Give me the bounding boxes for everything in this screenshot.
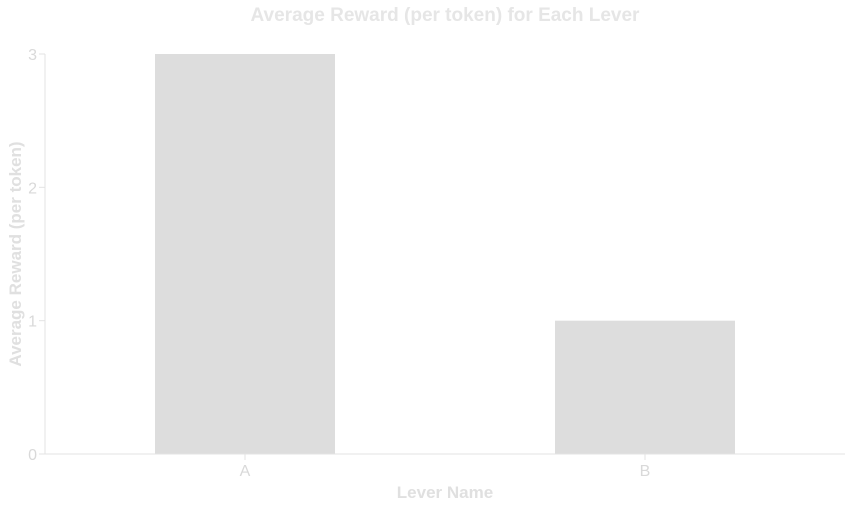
x-tick-label-b: B: [640, 463, 651, 480]
y-axis-label: Average Reward (per token): [6, 141, 25, 366]
chart-title: Average Reward (per token) for Each Leve…: [251, 5, 641, 26]
plot-area: 0 1 2 3 A B: [28, 47, 845, 480]
y-tick-label-3: 3: [28, 47, 37, 64]
bar-a: [155, 54, 335, 454]
y-tick-label-1: 1: [28, 314, 37, 331]
y-tick-label-2: 2: [28, 180, 37, 197]
x-axis-label: Lever Name: [397, 483, 493, 502]
bar-b: [555, 320, 735, 454]
y-tick-label-0: 0: [28, 447, 37, 464]
x-tick-label-a: A: [240, 463, 251, 480]
